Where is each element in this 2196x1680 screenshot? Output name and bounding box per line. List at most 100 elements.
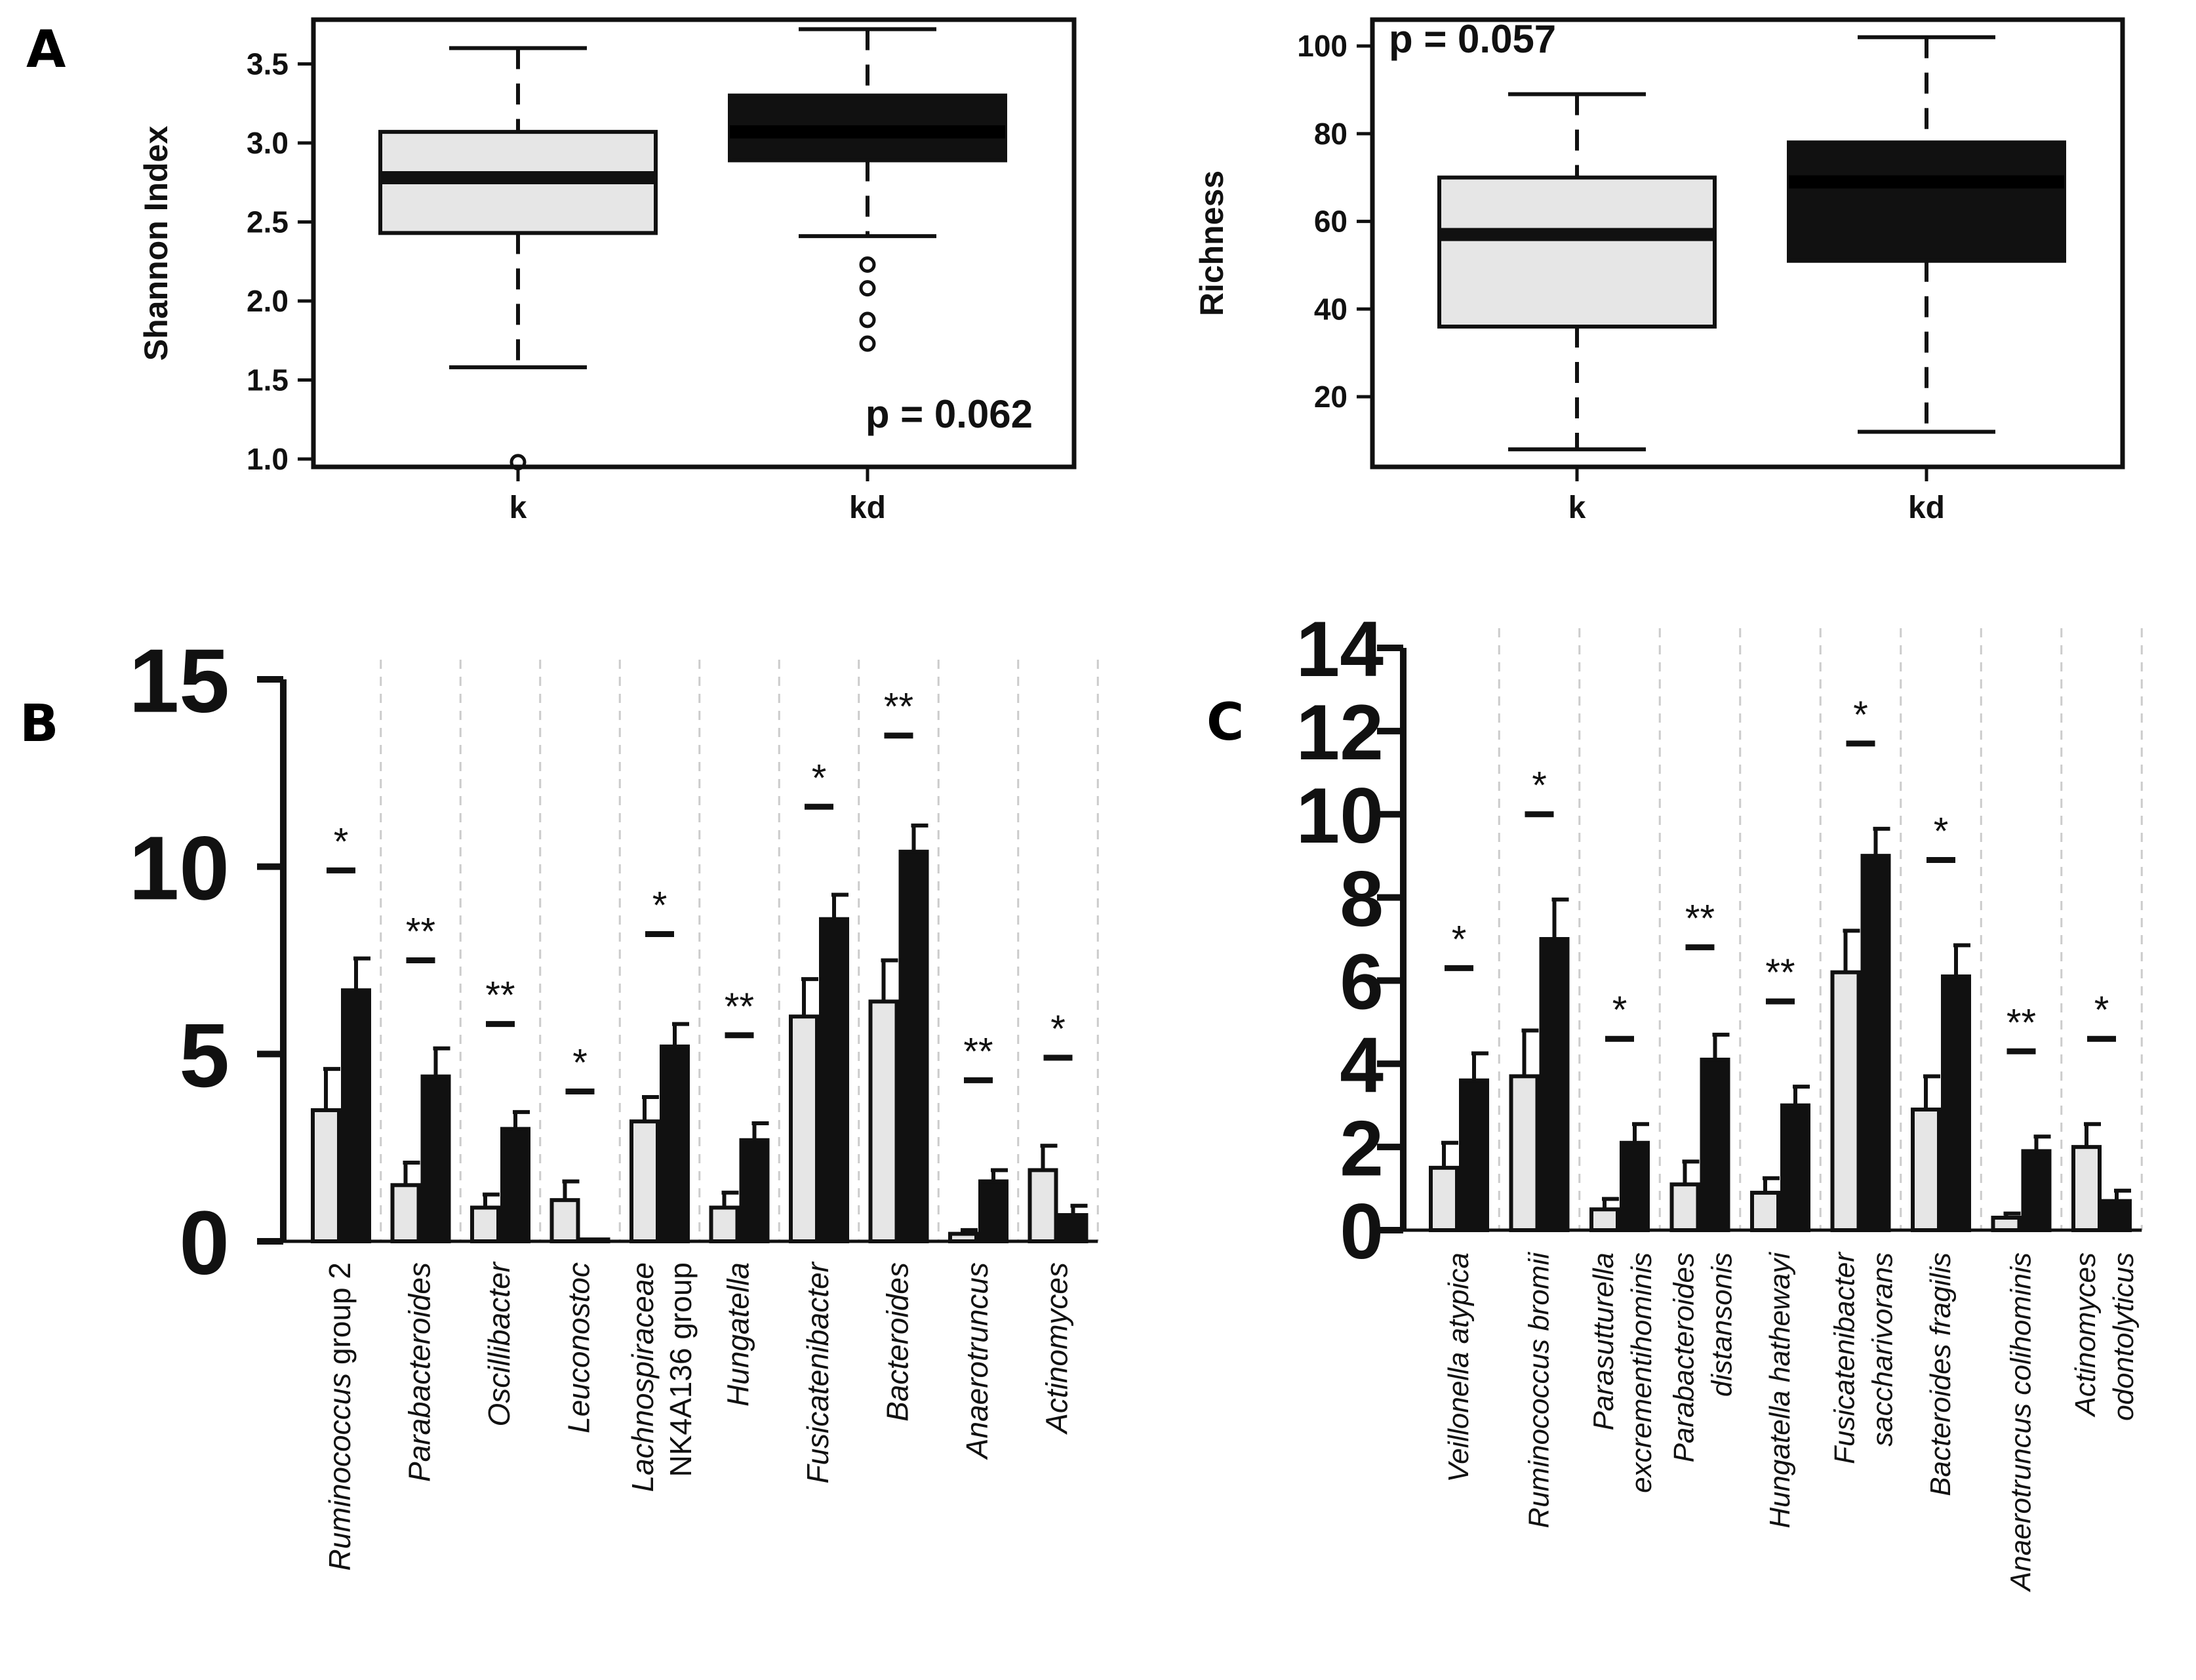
y-tick-label: 0 bbox=[1340, 1188, 1384, 1275]
outlier-point bbox=[859, 335, 876, 352]
bar-kd bbox=[341, 988, 371, 1243]
panel-letter-c: C bbox=[1207, 693, 1244, 752]
box-k bbox=[378, 46, 658, 471]
significance-stars: ** bbox=[725, 986, 754, 1028]
shannon-boxplot: 1.0 1.5 2.0 2.5 3.0 3.5 Shannon Index k kd p = 0.… bbox=[138, 17, 1077, 525]
significance-stars: ** bbox=[1685, 898, 1715, 940]
category-label-line2: distansonis bbox=[1706, 1252, 1738, 1397]
y-tick-label: 10 bbox=[1296, 772, 1384, 860]
category-label: Actinomyces bbox=[2069, 1252, 2102, 1418]
box-iqr bbox=[1787, 140, 2066, 263]
plot-frame bbox=[1370, 17, 2125, 470]
y-tick-label: 8 bbox=[1340, 855, 1384, 943]
category-label-line2: saccharivorans bbox=[1867, 1252, 1899, 1447]
significance-stars: * bbox=[1612, 989, 1627, 1031]
category-label-part: Bacteroides fragilis bbox=[1925, 1252, 1957, 1496]
category-label: Ruminococcus group 2 bbox=[323, 1262, 357, 1570]
bar-k bbox=[549, 1198, 580, 1243]
significance-stars: * bbox=[1853, 694, 1868, 736]
significance-stars: ** bbox=[2006, 1001, 2036, 1044]
category-label-line2: odontolyticus bbox=[2107, 1252, 2140, 1421]
category-label: Bacteroides fragilis bbox=[1925, 1252, 1957, 1496]
bar-k bbox=[1991, 1215, 2022, 1233]
category-label-part: Veillonella atypica bbox=[1443, 1252, 1475, 1483]
significance-stars: * bbox=[652, 885, 668, 927]
y-tick-label: 10 bbox=[129, 818, 230, 919]
y-tick-label: 100 bbox=[1297, 29, 1348, 63]
bar-k bbox=[1830, 970, 1861, 1232]
outlier-point bbox=[859, 280, 876, 297]
y-tick-label: 3.0 bbox=[247, 126, 289, 160]
significance-stars: * bbox=[812, 757, 827, 799]
y-tick-label: 14 bbox=[1296, 605, 1384, 693]
significance-stars: * bbox=[572, 1041, 588, 1084]
bar-kd bbox=[819, 917, 849, 1243]
y-tick-label: 6 bbox=[1340, 938, 1384, 1026]
category-label-part: Parabacteroides bbox=[403, 1262, 437, 1482]
category-label-part: Oscillibacter bbox=[482, 1261, 516, 1426]
y-tick-label: 1.0 bbox=[247, 442, 289, 476]
category-label-part: Anaerotruncus colihominis bbox=[2005, 1252, 2037, 1593]
category-label: Parasutturella bbox=[1587, 1252, 1620, 1430]
x-tick-label: k bbox=[1568, 490, 1586, 525]
p-value-annotation: p = 0.057 bbox=[1389, 17, 1556, 61]
category-label-part: Parasutturella bbox=[1587, 1252, 1620, 1430]
category-label-part: Fusicatenibacter bbox=[1829, 1251, 1861, 1464]
bar-kd bbox=[1941, 974, 1971, 1232]
significance-stars: * bbox=[1934, 810, 1949, 852]
bar-k bbox=[1589, 1207, 1620, 1233]
y-tick-label: 12 bbox=[1296, 689, 1384, 776]
x-tick-label: k bbox=[509, 490, 527, 525]
box-iqr bbox=[1437, 175, 1717, 329]
category-label: Hungatella bbox=[721, 1262, 755, 1407]
category-label-part: Ruminococcus bbox=[323, 1373, 357, 1571]
category-label: Hungatella hathewayi bbox=[1764, 1252, 1796, 1529]
category-label-part: group 2 bbox=[323, 1262, 357, 1373]
bar-kd bbox=[1539, 937, 1570, 1232]
bar-k bbox=[1028, 1168, 1058, 1243]
p-value-annotation: p = 0.062 bbox=[866, 392, 1033, 436]
category-label-part: Actinomyces bbox=[1040, 1262, 1074, 1435]
outlier-point bbox=[859, 311, 876, 329]
y-tick-label: 2.0 bbox=[247, 284, 289, 318]
bar-k bbox=[311, 1108, 341, 1243]
bar-kd bbox=[978, 1179, 1008, 1243]
bar-k bbox=[1429, 1165, 1459, 1233]
category-label: Bacteroides bbox=[881, 1262, 915, 1422]
category-label-part: Ruminococcus bromii bbox=[1523, 1252, 1555, 1529]
bar-kd bbox=[1700, 1057, 1730, 1232]
category-label: Actinomyces bbox=[1040, 1262, 1074, 1435]
richness-boxplot: 20 40 60 80 100 Richness k kd p = 0.057 bbox=[1193, 17, 2125, 525]
category-label-part: Parabacteroides bbox=[1668, 1252, 1700, 1462]
category-label-part: Hungatella hathewayi bbox=[1764, 1252, 1796, 1529]
bar-k bbox=[1509, 1074, 1540, 1233]
significance-stars: * bbox=[2094, 989, 2109, 1031]
y-tick-label: 1.5 bbox=[247, 363, 289, 397]
significance-stars: ** bbox=[884, 686, 913, 729]
bar-kd bbox=[1860, 854, 1891, 1232]
y-tick-label: 15 bbox=[129, 631, 230, 732]
category-label-part: Leuconostoc bbox=[562, 1262, 596, 1433]
bar-kd bbox=[898, 849, 929, 1243]
significance-stars: ** bbox=[485, 974, 515, 1017]
bar-kd bbox=[739, 1138, 770, 1243]
category-label-part: Anaerotruncus bbox=[960, 1262, 994, 1460]
y-tick-label: 80 bbox=[1314, 117, 1348, 151]
category-label-part: Lachnospiraceae bbox=[626, 1262, 660, 1492]
bar-kd bbox=[580, 1237, 610, 1243]
y-tick-label: 3.5 bbox=[247, 47, 289, 81]
panel-letter-b: B bbox=[20, 694, 58, 753]
y-tick-label: 20 bbox=[1314, 380, 1348, 414]
significance-stars: ** bbox=[1765, 951, 1795, 994]
y-tick-label: 4 bbox=[1340, 1021, 1384, 1109]
significance-stars: * bbox=[334, 820, 349, 863]
significance-stars: * bbox=[1452, 918, 1467, 961]
y-tick-label: 40 bbox=[1314, 292, 1348, 326]
category-label: Leuconostoc bbox=[562, 1262, 596, 1433]
x-tick-label: kd bbox=[1908, 490, 1945, 525]
panel-letter-a: A bbox=[26, 20, 66, 79]
category-label: Ruminococcus bromii bbox=[1523, 1252, 1555, 1529]
